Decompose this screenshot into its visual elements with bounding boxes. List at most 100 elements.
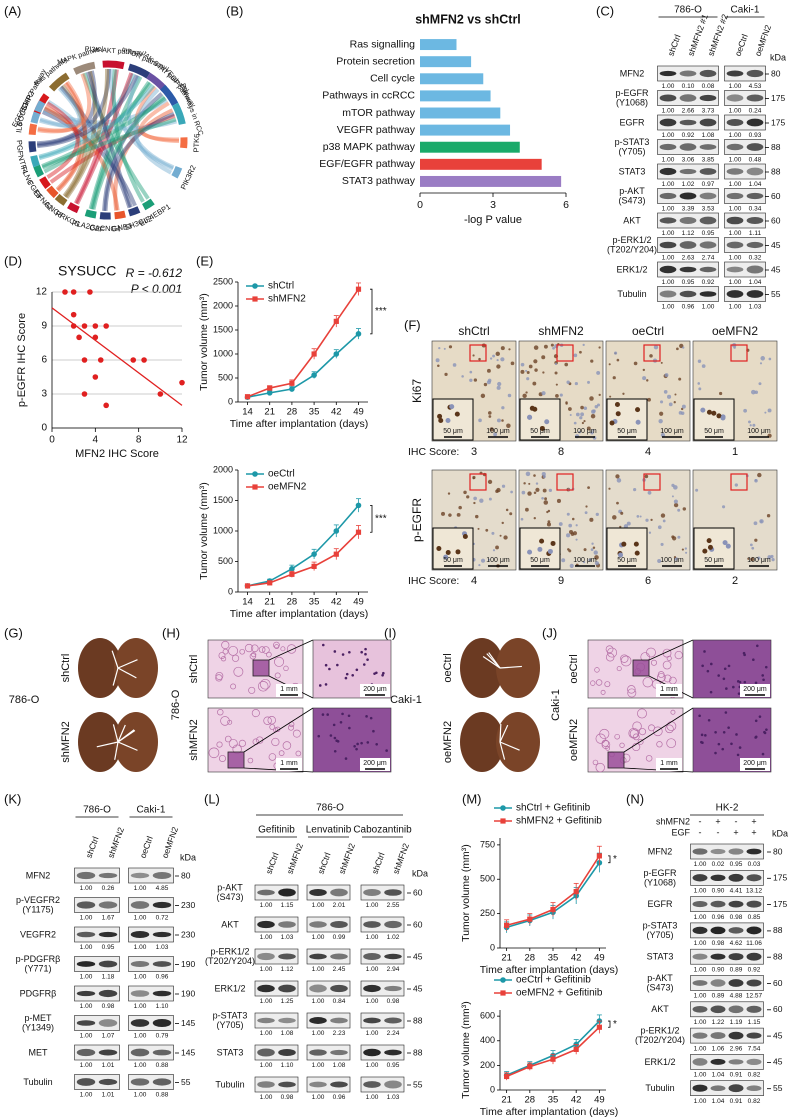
alveolus <box>595 679 603 686</box>
inset-nucleus <box>725 543 731 549</box>
nucleus <box>501 521 504 525</box>
cell-nucleus <box>700 740 703 744</box>
nucleus <box>522 393 527 399</box>
data-point <box>355 286 362 292</box>
band-quantification: 0.97 <box>702 181 715 188</box>
nucleus <box>535 482 539 485</box>
blot-band <box>692 1032 708 1039</box>
alveolus <box>663 674 672 683</box>
y-tick-label: 3 <box>41 389 47 400</box>
protein-label: ERK1/2 <box>616 264 647 274</box>
blot-band <box>152 931 172 938</box>
nucleus <box>581 421 585 425</box>
alveolus <box>271 737 280 747</box>
scatter-point <box>103 323 109 329</box>
band-quantification: 2.63 <box>682 255 695 262</box>
cell-nucleus <box>341 653 345 656</box>
inset-image <box>519 398 561 441</box>
inset-nucleus <box>527 549 533 555</box>
x-tick-label: 35 <box>548 953 559 964</box>
kda-label: 88 <box>413 1047 423 1057</box>
scatter-point <box>103 402 109 409</box>
protein-label: MFN2 <box>648 846 673 856</box>
chord-arc <box>28 141 37 153</box>
band-quantification: 1.00 <box>366 1094 379 1101</box>
kda-header: kDa <box>412 868 428 878</box>
nucleus <box>463 490 467 495</box>
chord-ribbon <box>102 92 164 212</box>
nucleus <box>575 538 578 541</box>
data-point <box>550 1056 556 1062</box>
band-quantification: 0.95 <box>702 230 715 237</box>
x-tick-label: 12 <box>176 435 188 446</box>
category-label: VEGFR pathway <box>337 124 416 136</box>
nucleus <box>587 380 590 384</box>
band-quantification: 3.85 <box>702 157 715 164</box>
band-quantification: 0.92 <box>682 132 695 139</box>
inset-nucleus <box>720 415 726 421</box>
blot-band <box>384 1049 402 1056</box>
alveolus <box>605 645 614 654</box>
inset-nucleus <box>700 407 706 413</box>
scatter-point <box>92 374 99 380</box>
blot-band <box>710 1005 726 1014</box>
nucleus <box>584 511 588 515</box>
nucleus <box>583 420 586 423</box>
blot-band <box>699 266 717 273</box>
scale-label: 200 μm <box>743 760 767 767</box>
cell-nucleus <box>375 742 378 746</box>
blot-band <box>363 1081 381 1088</box>
group-label: Caki-1 <box>137 805 166 816</box>
panel-label: (L) <box>204 791 220 806</box>
nucleus <box>684 547 687 550</box>
cell-nucleus <box>758 715 762 718</box>
x-tick-label: 3 <box>490 199 496 211</box>
inset-nucleus <box>443 554 449 560</box>
cell-nucleus <box>364 647 367 651</box>
condition-value: + <box>751 827 756 837</box>
chord-ribbon <box>41 96 167 168</box>
nucleus <box>501 484 506 488</box>
band-quantification: 1.00 <box>662 304 675 311</box>
blot-band <box>692 1084 708 1092</box>
x-tick-label: 42 <box>331 597 342 608</box>
blot-band <box>746 979 762 987</box>
protein-label: Tubulin <box>215 1079 244 1089</box>
band-quantification: 1.15 <box>748 1019 761 1026</box>
column-header: oeCtrl <box>632 324 664 338</box>
data-point <box>355 502 362 509</box>
lane-label: shCtrl <box>84 835 101 859</box>
inset-nucleus <box>532 406 538 412</box>
zoom-box <box>643 473 661 491</box>
alveolus <box>288 724 295 731</box>
blot-band <box>659 167 677 176</box>
blot-band <box>76 1048 96 1057</box>
blot-band <box>746 1085 762 1092</box>
chord-ribbon <box>43 81 153 174</box>
alveolus <box>215 674 223 682</box>
cell-nucleus <box>360 741 363 745</box>
band-quantification: 1.12 <box>682 230 695 237</box>
chord-arc <box>102 60 125 70</box>
alveolus <box>607 647 618 658</box>
alveolus <box>282 741 292 750</box>
alveolus <box>217 709 224 716</box>
band-quantification: 1.25 <box>281 998 294 1005</box>
x-tick-label: 14 <box>242 407 253 418</box>
blot-band <box>679 143 697 151</box>
chord-ribbon <box>41 110 137 207</box>
chord-ribbon <box>90 80 151 210</box>
blot-band <box>330 1017 348 1024</box>
nucleus <box>520 369 525 374</box>
condition-label: EGF <box>671 827 690 837</box>
blot-band <box>278 1081 296 1088</box>
nucleus <box>495 351 500 357</box>
band-quantification: 2.55 <box>387 902 400 909</box>
lane-label: shMFN2 <box>391 842 411 876</box>
blot-band <box>679 70 697 77</box>
category-label: Cell cycle <box>370 73 415 85</box>
nucleus <box>528 364 533 369</box>
blot-band <box>257 1017 275 1024</box>
bar <box>420 107 501 119</box>
